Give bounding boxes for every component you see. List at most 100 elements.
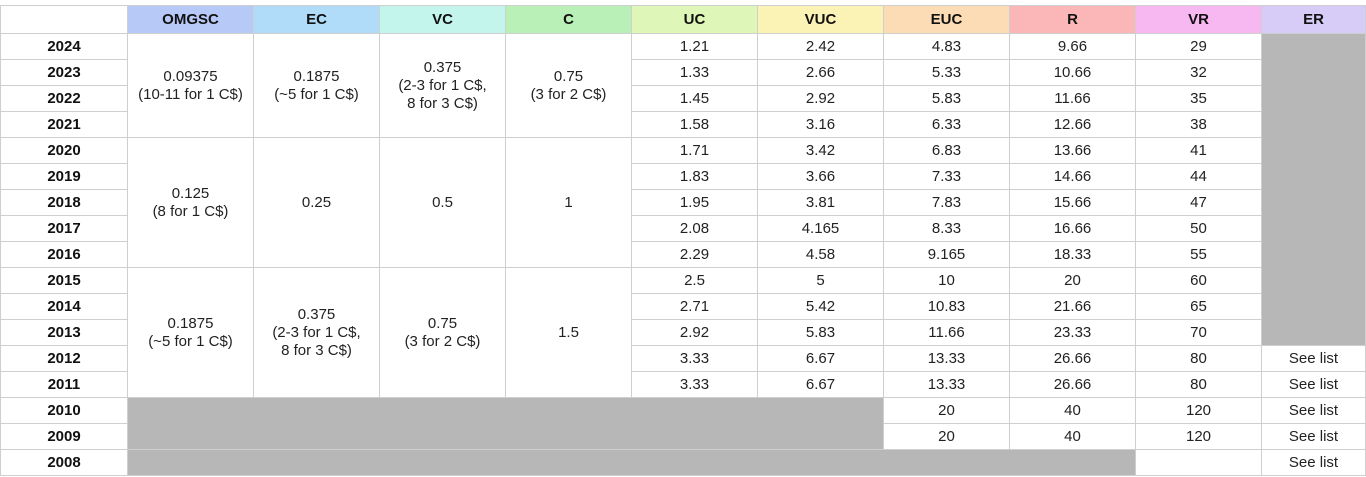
year-cell[interactable]: 2008 xyxy=(0,449,128,476)
euc-cell[interactable]: 13.33 xyxy=(883,345,1010,372)
uc-cell[interactable]: 2.71 xyxy=(631,293,758,320)
er-cell[interactable]: See list xyxy=(1261,371,1366,398)
omgsc-cell[interactable]: 0.09375 (10-11 for 1 C$) xyxy=(127,33,254,138)
year-cell[interactable]: 2012 xyxy=(0,345,128,372)
euc-cell[interactable]: 8.33 xyxy=(883,215,1010,242)
euc-cell[interactable]: 10 xyxy=(883,267,1010,294)
vuc-cell[interactable]: 5.42 xyxy=(757,293,884,320)
vr-cell[interactable]: 120 xyxy=(1135,397,1262,424)
euc-cell[interactable]: 10.83 xyxy=(883,293,1010,320)
vr-cell[interactable]: 50 xyxy=(1135,215,1262,242)
vuc-cell[interactable]: 2.42 xyxy=(757,33,884,60)
euc-cell[interactable]: 6.83 xyxy=(883,137,1010,164)
vuc-cell[interactable]: 2.66 xyxy=(757,59,884,86)
r-cell[interactable]: 14.66 xyxy=(1009,163,1136,190)
vc-cell[interactable]: 0.75 (3 for 2 C$) xyxy=(379,267,506,398)
uc-cell[interactable]: 3.33 xyxy=(631,345,758,372)
c-cell[interactable]: 1 xyxy=(505,137,632,268)
vr-cell[interactable]: 47 xyxy=(1135,189,1262,216)
vuc-cell[interactable]: 2.92 xyxy=(757,85,884,112)
euc-cell[interactable]: 7.83 xyxy=(883,189,1010,216)
vuc-cell[interactable]: 6.67 xyxy=(757,371,884,398)
vuc-cell[interactable]: 4.165 xyxy=(757,215,884,242)
euc-cell[interactable]: 4.83 xyxy=(883,33,1010,60)
year-cell[interactable]: 2013 xyxy=(0,319,128,346)
vuc-cell[interactable]: 3.81 xyxy=(757,189,884,216)
r-cell[interactable]: 9.66 xyxy=(1009,33,1136,60)
vc-cell[interactable]: 0.375 (2-3 for 1 C$, 8 for 3 C$) xyxy=(379,33,506,138)
euc-cell[interactable]: 9.165 xyxy=(883,241,1010,268)
er-cell[interactable]: See list xyxy=(1261,397,1366,424)
vuc-cell[interactable]: 3.42 xyxy=(757,137,884,164)
vr-cell[interactable]: 32 xyxy=(1135,59,1262,86)
r-cell[interactable]: 18.33 xyxy=(1009,241,1136,268)
uc-cell[interactable]: 1.21 xyxy=(631,33,758,60)
year-cell[interactable]: 2014 xyxy=(0,293,128,320)
vr-cell[interactable]: 38 xyxy=(1135,111,1262,138)
uc-cell[interactable]: 2.08 xyxy=(631,215,758,242)
vuc-cell[interactable]: 4.58 xyxy=(757,241,884,268)
r-cell[interactable]: 13.66 xyxy=(1009,137,1136,164)
r-cell[interactable]: 26.66 xyxy=(1009,345,1136,372)
r-cell[interactable]: 12.66 xyxy=(1009,111,1136,138)
r-cell[interactable]: 10.66 xyxy=(1009,59,1136,86)
year-cell[interactable]: 2024 xyxy=(0,33,128,60)
vr-cell[interactable]: 44 xyxy=(1135,163,1262,190)
uc-cell[interactable]: 1.58 xyxy=(631,111,758,138)
vr-cell[interactable]: 35 xyxy=(1135,85,1262,112)
vr-cell[interactable]: 120 xyxy=(1135,423,1262,450)
year-cell[interactable]: 2010 xyxy=(0,397,128,424)
header-r[interactable]: R xyxy=(1009,5,1136,34)
year-cell[interactable]: 2019 xyxy=(0,163,128,190)
uc-cell[interactable]: 2.29 xyxy=(631,241,758,268)
euc-cell[interactable]: 7.33 xyxy=(883,163,1010,190)
uc-cell[interactable]: 1.33 xyxy=(631,59,758,86)
header-vc[interactable]: VC xyxy=(379,5,506,34)
er-cell[interactable]: See list xyxy=(1261,423,1366,450)
year-cell[interactable]: 2023 xyxy=(0,59,128,86)
year-cell[interactable]: 2020 xyxy=(0,137,128,164)
vr-cell[interactable]: 41 xyxy=(1135,137,1262,164)
year-cell[interactable]: 2015 xyxy=(0,267,128,294)
er-cell[interactable]: See list xyxy=(1261,449,1366,476)
vr-cell[interactable]: 70 xyxy=(1135,319,1262,346)
uc-cell[interactable]: 1.83 xyxy=(631,163,758,190)
ec-cell[interactable]: 0.1875 (~5 for 1 C$) xyxy=(253,33,380,138)
r-cell[interactable]: 23.33 xyxy=(1009,319,1136,346)
ec-cell[interactable]: 0.25 xyxy=(253,137,380,268)
header-er[interactable]: ER xyxy=(1261,5,1366,34)
header-vr[interactable]: VR xyxy=(1135,5,1262,34)
c-cell[interactable]: 1.5 xyxy=(505,267,632,398)
vuc-cell[interactable]: 6.67 xyxy=(757,345,884,372)
uc-cell[interactable]: 1.45 xyxy=(631,85,758,112)
corner-cell[interactable] xyxy=(0,5,128,34)
vr-cell[interactable]: 29 xyxy=(1135,33,1262,60)
year-cell[interactable]: 2017 xyxy=(0,215,128,242)
omgsc-cell[interactable]: 0.125 (8 for 1 C$) xyxy=(127,137,254,268)
header-euc[interactable]: EUC xyxy=(883,5,1010,34)
vr-cell[interactable]: 55 xyxy=(1135,241,1262,268)
vc-cell[interactable]: 0.5 xyxy=(379,137,506,268)
vr-cell[interactable]: 80 xyxy=(1135,345,1262,372)
year-cell[interactable]: 2009 xyxy=(0,423,128,450)
r-cell[interactable]: 15.66 xyxy=(1009,189,1136,216)
year-cell[interactable]: 2011 xyxy=(0,371,128,398)
r-cell[interactable]: 40 xyxy=(1009,397,1136,424)
r-cell[interactable]: 11.66 xyxy=(1009,85,1136,112)
r-cell[interactable]: 40 xyxy=(1009,423,1136,450)
year-cell[interactable]: 2018 xyxy=(0,189,128,216)
r-cell[interactable]: 26.66 xyxy=(1009,371,1136,398)
header-c[interactable]: C xyxy=(505,5,632,34)
vr-cell[interactable] xyxy=(1135,449,1262,476)
year-cell[interactable]: 2016 xyxy=(0,241,128,268)
r-cell[interactable]: 21.66 xyxy=(1009,293,1136,320)
er-cell[interactable]: See list xyxy=(1261,345,1366,372)
header-ec[interactable]: EC xyxy=(253,5,380,34)
vuc-cell[interactable]: 3.66 xyxy=(757,163,884,190)
euc-cell[interactable]: 6.33 xyxy=(883,111,1010,138)
ec-cell[interactable]: 0.375 (2-3 for 1 C$, 8 for 3 C$) xyxy=(253,267,380,398)
c-cell[interactable]: 0.75 (3 for 2 C$) xyxy=(505,33,632,138)
vuc-cell[interactable]: 3.16 xyxy=(757,111,884,138)
vr-cell[interactable]: 65 xyxy=(1135,293,1262,320)
year-cell[interactable]: 2022 xyxy=(0,85,128,112)
